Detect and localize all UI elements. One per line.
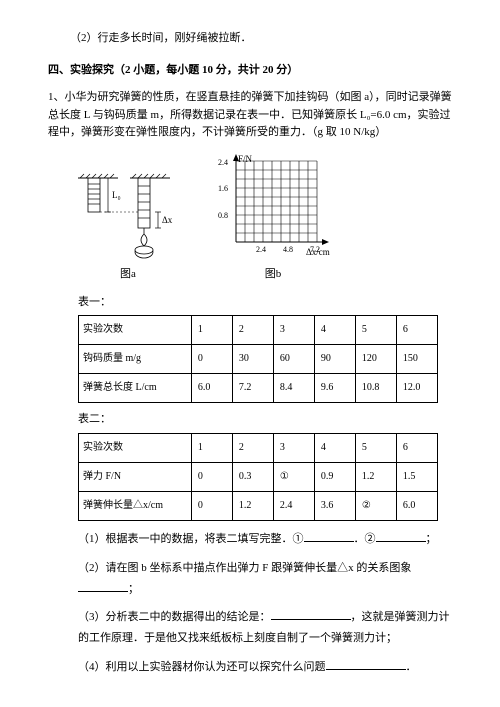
cell: 0	[191, 345, 232, 374]
q1-mid: ．②	[354, 533, 376, 545]
svg-text:2.4: 2.4	[218, 158, 228, 167]
cell: 1.2	[232, 491, 273, 520]
cell: 0	[191, 462, 232, 491]
row-head: 弹力 F/N	[79, 462, 192, 491]
blank	[304, 532, 354, 542]
cell: 6	[396, 316, 437, 345]
label-dx: Δx	[162, 215, 173, 225]
spring-diagram-icon: L₀ Δx	[78, 172, 178, 262]
q3-prefix: （3）分析表二中的数据得出的结论是：	[78, 611, 271, 623]
question-1: （1）根据表一中的数据，将表二填写完整．① ．② ；	[78, 529, 452, 550]
cell: 5	[355, 433, 396, 462]
cell: 3	[273, 433, 314, 462]
q4-suffix: ．	[406, 661, 417, 673]
figure-b-caption: 图b	[265, 266, 282, 284]
problem-intro: 1、小华为研究弹簧的性质，在竖直悬挂的弹簧下加挂钩码（如图 a），同时记录弹簧总…	[48, 89, 452, 142]
cell: 4	[314, 433, 355, 462]
cell: ①	[273, 462, 314, 491]
table2-label: 表二：	[78, 411, 452, 429]
cell: 120	[355, 345, 396, 374]
figure-a-caption: 图a	[120, 266, 136, 284]
figures-row: L₀ Δx 图a	[78, 152, 452, 284]
cell: 1	[191, 316, 232, 345]
cell: 1.2	[355, 462, 396, 491]
q2-prefix: （2）请在图 b 坐标系中描点作出弹力 F 跟弹簧伸长量△x 的关系图象	[78, 562, 411, 574]
figure-a: L₀ Δx 图a	[78, 172, 178, 284]
table2: 实验次数 1 2 3 4 5 6 弹力 F/N 0 0.3 ① 0.9 1.2 …	[78, 433, 438, 521]
q4-prefix: （4）利用以上实验器材你认为还可以探究什么问题	[78, 661, 326, 673]
section-title: 四、实验探究（2 小题，每小题 10 分，共计 20 分）	[48, 62, 452, 80]
table1: 实验次数 1 2 3 4 5 6 钩码质量 m/g 0 30 60 90 120…	[78, 315, 438, 403]
cell: 10.8	[355, 374, 396, 403]
row-head: 弹簧伸长量△x/cm	[79, 491, 192, 520]
table1-label: 表一：	[78, 294, 452, 312]
question-4: （4）利用以上实验器材你认为还可以探究什么问题 ．	[78, 657, 452, 678]
cell: 9.6	[314, 374, 355, 403]
cell: 2	[232, 316, 273, 345]
row-head: 实验次数	[79, 316, 192, 345]
cell: ②	[355, 491, 396, 520]
table-row: 弹力 F/N 0 0.3 ① 0.9 1.2 1.5	[79, 462, 438, 491]
table-row: 弹簧伸长量△x/cm 0 1.2 2.4 3.6 ② 6.0	[79, 491, 438, 520]
cell: 8.4	[273, 374, 314, 403]
row-head: 弹簧总长度 L/cm	[79, 374, 192, 403]
blank	[271, 611, 351, 621]
cell: 3	[273, 316, 314, 345]
cell: 0.9	[314, 462, 355, 491]
table-row: 钩码质量 m/g 0 30 60 90 120 150	[79, 345, 438, 374]
cell: 60	[273, 345, 314, 374]
pre-line: （2）行走多长时间，刚好绳被拉断．	[48, 30, 452, 48]
q1-prefix: （1）根据表一中的数据，将表二填写完整．①	[78, 533, 304, 545]
cell: 6.0	[396, 491, 437, 520]
question-2: （2）请在图 b 坐标系中描点作出弹力 F 跟弹簧伸长量△x 的关系图象 ；	[78, 558, 452, 600]
row-head: 实验次数	[79, 433, 192, 462]
label-l0: L₀	[112, 190, 121, 200]
cell: 5	[355, 316, 396, 345]
svg-text:1.6: 1.6	[218, 184, 228, 193]
chart-grid-icon: F/N Δx/cm 0.8 1.6 2.4 2.4 4.8	[208, 152, 338, 262]
cell: 0	[191, 491, 232, 520]
cell: 90	[314, 345, 355, 374]
figure-b: F/N Δx/cm 0.8 1.6 2.4 2.4 4.8	[208, 152, 338, 284]
row-head: 钩码质量 m/g	[79, 345, 192, 374]
svg-text:2.4: 2.4	[256, 245, 266, 254]
cell: 4	[314, 316, 355, 345]
table-row: 实验次数 1 2 3 4 5 6	[79, 316, 438, 345]
q2-suffix: ；	[128, 583, 139, 595]
q1-suffix: ；	[426, 533, 437, 545]
cell: 3.6	[314, 491, 355, 520]
blank	[326, 660, 406, 670]
svg-text:0.8: 0.8	[218, 211, 228, 220]
cell: 12.0	[396, 374, 437, 403]
cell: 6.0	[191, 374, 232, 403]
blank	[376, 532, 426, 542]
cell: 2.4	[273, 491, 314, 520]
cell: 1.5	[396, 462, 437, 491]
question-3: （3）分析表二中的数据得出的结论是：，这就是弹簧测力计的工作原理．于是他又找来纸…	[78, 607, 452, 649]
cell: 1	[191, 433, 232, 462]
table-row: 弹簧总长度 L/cm 6.0 7.2 8.4 9.6 10.8 12.0	[79, 374, 438, 403]
cell: 0.3	[232, 462, 273, 491]
cell: 2	[232, 433, 273, 462]
cell: 30	[232, 345, 273, 374]
cell: 6	[396, 433, 437, 462]
blank	[78, 582, 128, 592]
cell: 150	[396, 345, 437, 374]
svg-text:4.8: 4.8	[283, 245, 293, 254]
table-row: 实验次数 1 2 3 4 5 6	[79, 433, 438, 462]
cell: 7.2	[232, 374, 273, 403]
svg-text:7.2: 7.2	[310, 245, 320, 254]
